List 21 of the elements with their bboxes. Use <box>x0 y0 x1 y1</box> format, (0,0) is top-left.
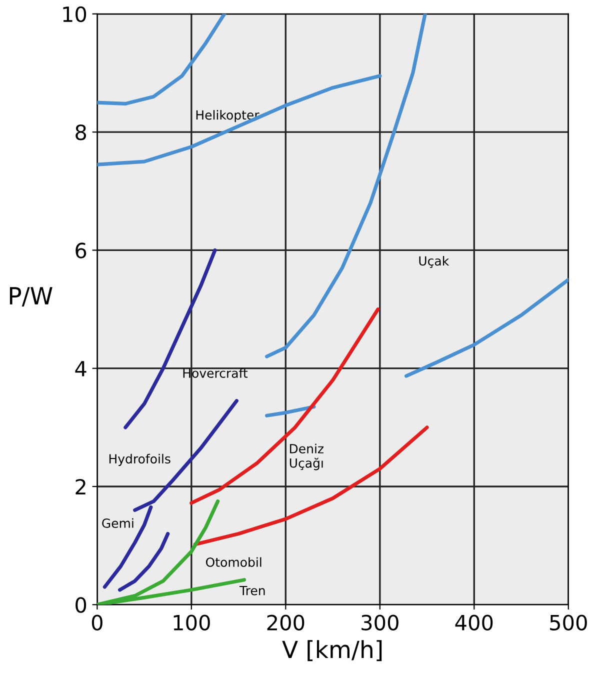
annotation: Uçak <box>419 256 450 268</box>
annotation: Otomobil <box>206 557 262 567</box>
annotation: Helikopter <box>196 110 260 122</box>
y-tick-label: 0 <box>76 597 86 613</box>
x-tick-label: 500 <box>550 614 587 630</box>
y-tick-label: 2 <box>76 478 86 494</box>
annotation: Hydrofoils <box>109 454 170 466</box>
annotation: Gemi <box>102 518 134 528</box>
y-tick-label: 8 <box>76 124 86 140</box>
x-tick-label: 400 <box>455 614 493 630</box>
y-tick-label: 10 <box>63 6 86 22</box>
x-axis-title: V [km/h] <box>282 640 382 662</box>
y-tick-label: 4 <box>75 361 86 376</box>
annotation: Tren <box>240 586 265 596</box>
annotation: Deniz Uçağı <box>290 444 324 470</box>
x-tick-label: 200 <box>267 614 304 630</box>
x-tick-label: 100 <box>174 614 210 630</box>
x-tick-label: 0 <box>92 614 102 630</box>
y-tick-label: 6 <box>76 242 86 258</box>
x-tick-label: 300 <box>362 614 398 630</box>
y-axis-title: P/W <box>10 287 52 307</box>
